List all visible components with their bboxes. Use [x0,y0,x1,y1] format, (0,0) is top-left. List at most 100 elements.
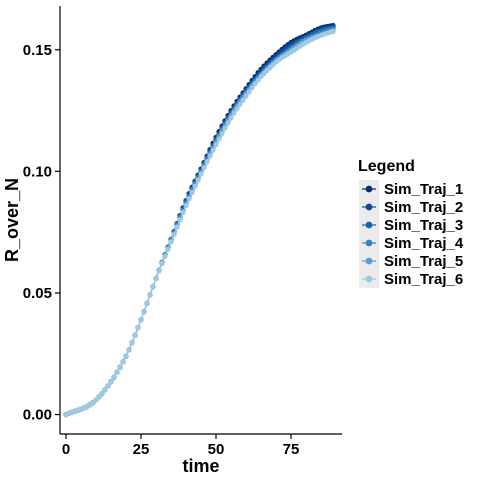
legend-entry: Sim_Traj_2 [362,199,463,216]
data-point [171,231,177,238]
data-point [111,374,117,380]
data-point [243,93,249,99]
legend: Legend Sim_Traj_1Sim_Traj_2Sim_Traj_3Sim… [358,158,464,288]
legend-entries: Sim_Traj_1Sim_Traj_2Sim_Traj_3Sim_Traj_4… [362,181,464,288]
y-ticks: 0.00 0.05 0.10 0.15 [23,42,60,424]
data-point [213,142,219,148]
series-line [65,31,334,416]
data-point [153,275,159,281]
data-point [174,224,180,230]
y-tick-label: 0.10 [23,163,52,180]
data-point [231,110,237,116]
data-point [102,387,108,393]
data-point [162,253,168,259]
legend-title: Legend [358,158,415,175]
data-point [120,359,126,365]
data-point [330,28,336,35]
data-point [114,369,120,375]
data-point [141,309,147,315]
legend-key-point [365,185,373,193]
data-point [126,347,132,353]
data-point [108,379,114,385]
data-point [225,120,231,126]
data-point [207,153,213,159]
legend-entry: Sim_Traj_5 [362,253,463,270]
legend-entry: Sim_Traj_4 [362,235,464,252]
x-tick-label: 0 [62,441,70,458]
data-point [222,125,228,131]
data-point [183,202,189,209]
data-point [237,101,243,107]
y-tick-label: 0.00 [23,407,52,424]
series-line [65,27,334,416]
series-Sim_Traj_4 [63,26,336,418]
data-point [138,317,144,323]
data-point [177,217,183,223]
data-point [132,332,138,338]
legend-label: Sim_Traj_3 [384,217,463,234]
data-point [210,147,216,153]
y-tick-label: 0.05 [23,285,52,302]
legend-key-background [359,180,379,288]
data-point [180,209,186,215]
x-axis-title: time [182,456,219,476]
data-point [144,300,150,306]
legend-label: Sim_Traj_5 [384,253,463,270]
data-point [186,196,192,202]
legend-key-point [365,239,373,247]
series-layer [63,22,336,418]
y-axis-title: R_over_N [2,178,22,262]
series-Sim_Traj_2 [63,24,336,418]
x-tick-label: 25 [133,441,150,458]
legend-entry: Sim_Traj_1 [362,181,463,198]
legend-key-point [365,221,373,229]
data-point [228,115,234,121]
data-point [192,183,198,189]
data-point [195,177,201,183]
data-point [201,165,207,171]
legend-label: Sim_Traj_4 [384,235,464,252]
data-point [99,390,105,397]
data-point [189,189,195,195]
data-point [159,260,165,267]
data-point [255,77,261,83]
data-point [135,324,141,331]
x-ticks: 0 25 50 75 [62,434,300,458]
series-line [65,28,334,416]
data-point [216,136,222,142]
x-tick-label: 50 [208,441,225,458]
y-tick-label: 0.15 [23,42,52,59]
series-Sim_Traj_5 [63,27,336,418]
data-point [258,73,264,80]
data-point [249,85,255,91]
legend-key-point [365,275,373,283]
data-point [198,171,204,177]
legend-key-point [365,203,373,211]
legend-label: Sim_Traj_6 [384,271,463,288]
data-point [168,239,174,245]
data-point [123,353,129,359]
legend-label: Sim_Traj_1 [384,181,463,198]
data-point [240,97,246,103]
data-point [165,246,171,252]
data-point [117,364,123,370]
data-point [105,383,111,389]
data-point [234,106,240,112]
data-point [147,292,153,298]
x-tick-label: 75 [283,441,300,458]
data-point [204,159,210,165]
legend-entry: Sim_Traj_6 [362,271,463,288]
series-line [65,29,334,416]
series-Sim_Traj_6 [63,28,336,418]
series-Sim_Traj_1 [63,22,336,418]
data-point [252,81,258,87]
legend-entry: Sim_Traj_3 [362,217,463,234]
series-line [65,24,334,416]
legend-label: Sim_Traj_2 [384,199,463,216]
data-point [156,268,162,274]
data-point [96,394,102,400]
data-point [219,130,225,137]
series-Sim_Traj_3 [63,25,336,418]
legend-key-point [365,257,373,265]
